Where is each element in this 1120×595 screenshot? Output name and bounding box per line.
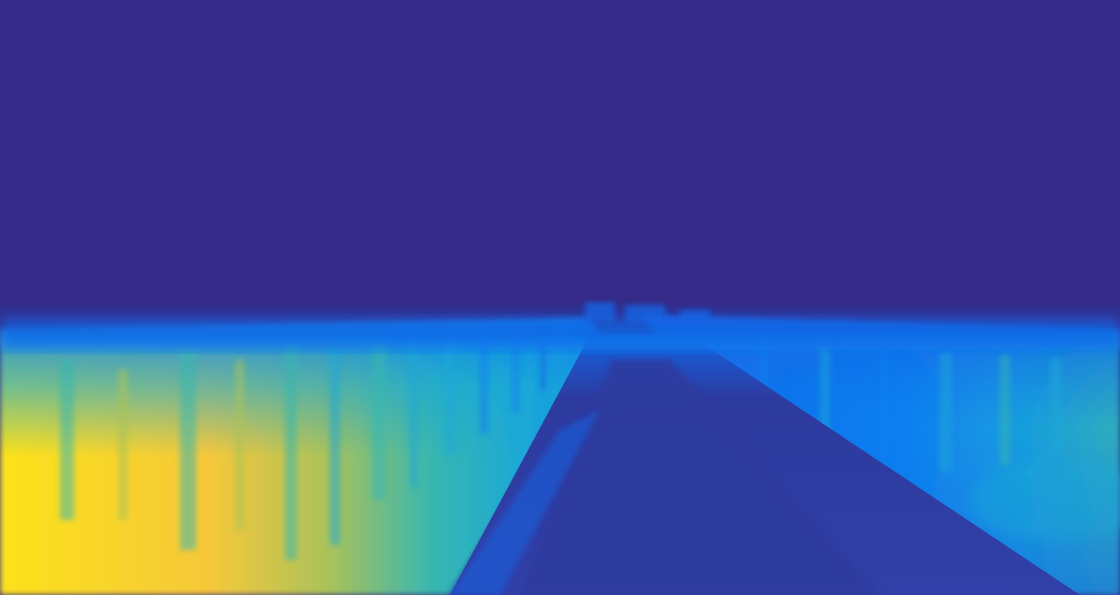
distant-structures bbox=[585, 302, 710, 324]
left-vertical-structures bbox=[60, 330, 546, 560]
horizon-band bbox=[0, 308, 1120, 350]
road-surface bbox=[450, 335, 1080, 595]
